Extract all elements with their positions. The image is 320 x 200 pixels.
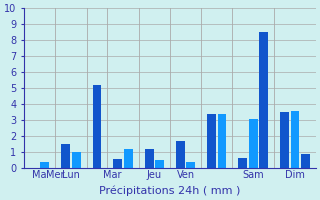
Bar [72, 152, 81, 168]
X-axis label: Précipitations 24h ( mm ): Précipitations 24h ( mm ) [99, 185, 241, 196]
Bar [249, 119, 258, 168]
Bar [113, 159, 122, 168]
Bar [124, 149, 133, 168]
Bar [155, 160, 164, 168]
Bar [176, 141, 185, 168]
Bar [280, 112, 289, 168]
Bar [186, 162, 195, 168]
Bar [291, 111, 300, 168]
Bar [259, 32, 268, 168]
Bar [238, 158, 247, 168]
Bar [40, 162, 49, 168]
Bar [301, 154, 310, 168]
Bar [218, 114, 227, 168]
Bar [145, 149, 154, 168]
Bar [207, 114, 216, 168]
Bar [61, 144, 70, 168]
Bar [92, 85, 101, 168]
